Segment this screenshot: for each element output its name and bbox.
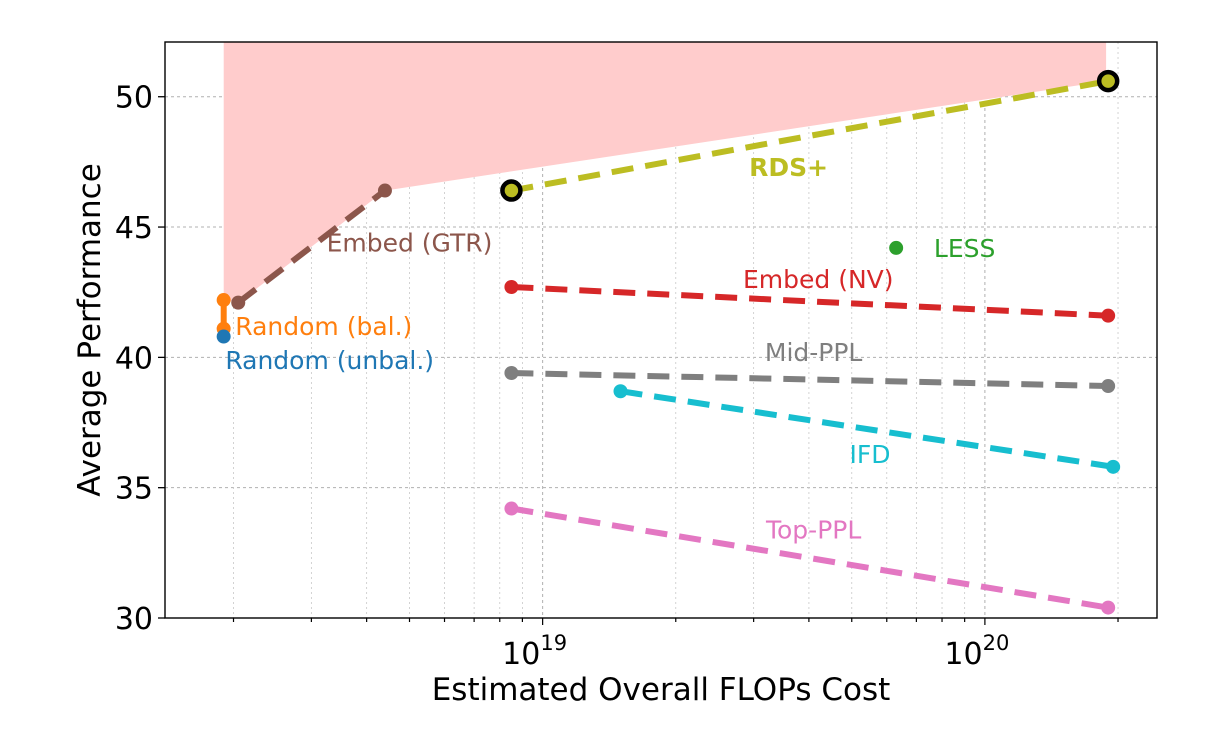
data-point [1101,600,1116,615]
series-random-unbal [216,329,231,344]
series-label-ifd: IFD [850,440,891,469]
series-line [620,388,1114,470]
y-tick-label: 35 [115,472,153,507]
series-line [511,284,1109,319]
series-embed-nv [504,279,1116,323]
y-tick-label: 30 [115,602,153,637]
data-point [231,295,246,310]
data-point [216,329,231,344]
series-line [236,188,387,305]
series-label-less: LESS [934,234,995,263]
series-label-random-bal: Random (bal.) [235,312,412,341]
data-point [889,240,904,255]
x-tick-label: 1020 [944,631,1009,672]
axis-ticks: 30 35 40 45 50 1019 1020 [115,81,1119,672]
data-point [613,384,628,399]
x-tick-label: 1019 [502,631,567,672]
data-point [377,183,392,198]
y-tick-label: 50 [115,81,153,116]
series-label-embed-nv: Embed (NV) [743,265,894,294]
series-mid-ppl [504,366,1116,394]
series-label-embed-gtr: Embed (GTR) [327,229,493,258]
series-label-random-unbal: Random (unbal.) [225,346,434,375]
series-label-rds: RDS+ [749,153,828,182]
series-rds [500,69,1120,202]
series-embed-gtr [231,183,392,310]
y-tick-label: 45 [115,211,153,246]
data-point [504,366,519,381]
data-point [1096,69,1120,93]
series-top-ppl [504,501,1116,615]
series-less [889,240,904,255]
series-ifd [613,384,1121,474]
series-labels: RDS+ Embed (GTR) LESS Embed (NV) Random (bal… [225,153,995,544]
data-point [1101,308,1116,323]
plot-frame [164,41,1158,619]
x-axis-title: Estimated Overall FLOPs Cost [432,672,891,708]
series-line [511,370,1109,389]
series-label-top-ppl: Top-PPL [765,515,861,544]
data-point [216,293,231,308]
shaded-region [223,42,1107,303]
data-point [504,501,519,516]
series-group [216,69,1121,615]
y-axis-title: Average Performance [72,163,108,497]
series-random-bal [216,293,231,336]
data-point [1106,459,1121,474]
data-point [500,179,523,202]
data-point [1101,379,1116,394]
y-tick-label: 40 [115,341,153,376]
data-point [504,279,519,294]
series-label-mid-ppl: Mid-PPL [765,338,863,367]
frontier-shaded-area [223,42,1107,303]
